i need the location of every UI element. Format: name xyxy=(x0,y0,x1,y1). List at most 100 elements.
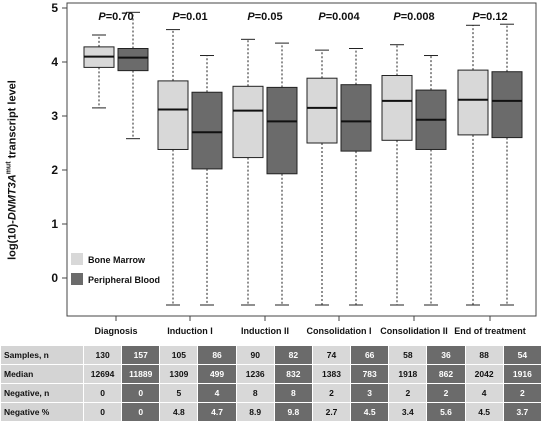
table-cell: 3 xyxy=(351,384,389,402)
table-row: Negative % 0 0 4.8 4.7 8.9 9.8 2.7 4.5 3.4 5.6 4.5 3… xyxy=(1,403,541,421)
p-value-number: =0.008 xyxy=(401,11,435,23)
box xyxy=(340,84,372,152)
table-cell: 130 xyxy=(84,346,122,364)
table-cell: 2 xyxy=(427,384,465,402)
p-value-label: P=0.12 xyxy=(472,11,507,23)
table-cell: 8 xyxy=(236,384,274,402)
p-value-label: P=0.70 xyxy=(98,11,133,23)
table-cell: 3.4 xyxy=(389,403,427,421)
x-tick-label: Induction II xyxy=(241,326,289,336)
table-cell: 0 xyxy=(84,384,122,402)
table-cell: 90 xyxy=(236,346,274,364)
table-cell: 0 xyxy=(84,403,122,421)
plot-frame xyxy=(66,2,537,317)
table-cell: 4.5 xyxy=(351,403,389,421)
table-cell: 1916 xyxy=(503,365,541,383)
legend-label: Peripheral Blood xyxy=(88,275,160,285)
y-tick-label: 0 xyxy=(51,271,58,285)
x-tick-label: Consolidation I xyxy=(307,326,372,336)
p-value-symbol: P xyxy=(318,11,326,23)
p-value-symbol: P xyxy=(247,11,255,23)
box xyxy=(232,85,264,159)
y-tick-label: 3 xyxy=(51,109,58,123)
table-cell: 0 xyxy=(122,403,160,421)
table-cell: 9.8 xyxy=(274,403,312,421)
box xyxy=(457,69,489,136)
table-cell: 832 xyxy=(274,365,312,383)
table-row-header: Samples, n xyxy=(1,346,83,364)
y-axis-label-wrap: log(10)-DNMT3Amut transcript level xyxy=(2,20,22,320)
p-value-label: P=0.008 xyxy=(393,11,434,23)
table-cell: 4 xyxy=(465,384,503,402)
y-tick-label: 5 xyxy=(51,1,58,15)
p-value-symbol: P xyxy=(472,11,480,23)
y-tick-label: 2 xyxy=(51,163,58,177)
table-cell: 8 xyxy=(274,384,312,402)
y-axis-label-pre: log(10)- xyxy=(6,220,19,260)
summary-table: Samples, n 130 157 105 86 90 82 74 66 58 36 88 54 Med… xyxy=(0,345,542,422)
p-value-symbol: P xyxy=(172,11,180,23)
box xyxy=(266,86,298,175)
x-tick-label: Consolidation II xyxy=(380,326,448,336)
table-cell: 86 xyxy=(198,346,236,364)
table-cell: 5 xyxy=(160,384,198,402)
table-cell: 2 xyxy=(312,384,351,402)
table-cell: 783 xyxy=(351,365,389,383)
box xyxy=(491,71,523,139)
table-cell: 12694 xyxy=(84,365,122,383)
box xyxy=(191,91,223,170)
table-cell: 8.9 xyxy=(236,403,274,421)
y-tick-label: 4 xyxy=(51,55,58,69)
p-value-symbol: P xyxy=(98,11,106,23)
table-cell: 0 xyxy=(122,384,160,402)
table-cell: 1236 xyxy=(236,365,274,383)
box xyxy=(381,75,413,141)
table-cell: 88 xyxy=(465,346,503,364)
table-cell: 11889 xyxy=(122,365,160,383)
box xyxy=(157,80,189,150)
table-cell: 54 xyxy=(503,346,541,364)
table-row-header: Negative, n xyxy=(1,384,83,402)
table-cell: 2 xyxy=(389,384,427,402)
table-row-header: Negative % xyxy=(1,403,83,421)
p-value-label: P=0.05 xyxy=(247,11,282,23)
table-cell: 4.7 xyxy=(198,403,236,421)
table-cell: 2 xyxy=(503,384,541,402)
table-cell: 66 xyxy=(351,346,389,364)
y-axis-label-gene: DNMT3A xyxy=(6,174,19,221)
x-tick-label: End of treatment xyxy=(454,326,526,336)
legend-swatch xyxy=(71,253,83,265)
table-cell: 1309 xyxy=(160,365,198,383)
table-cell: 862 xyxy=(427,365,465,383)
table-cell: 499 xyxy=(198,365,236,383)
p-value-label: P=0.01 xyxy=(172,11,207,23)
table-cell: 2042 xyxy=(465,365,503,383)
table-row: Median 12694 11889 1309 499 1236 832 1383 783 191… xyxy=(1,365,541,383)
table-cell: 4.8 xyxy=(160,403,198,421)
table-cell: 2.7 xyxy=(312,403,351,421)
table-cell: 4 xyxy=(198,384,236,402)
table-cell: 1383 xyxy=(312,365,351,383)
table-cell: 5.6 xyxy=(427,403,465,421)
p-value-number: =0.01 xyxy=(180,11,208,23)
p-value-label: P=0.004 xyxy=(318,11,360,23)
table-row: Samples, n 130 157 105 86 90 82 74 66 58 36 88 54 xyxy=(1,346,541,364)
table-cell: 3.7 xyxy=(503,403,541,421)
table-cell: 105 xyxy=(160,346,198,364)
x-tick-label: Induction I xyxy=(167,326,213,336)
table-cell: 74 xyxy=(312,346,351,364)
table-cell: 82 xyxy=(274,346,312,364)
x-tick-label: Diagnosis xyxy=(94,326,137,336)
table-cell: 1918 xyxy=(389,365,427,383)
table-cell: 58 xyxy=(389,346,427,364)
legend-swatch xyxy=(71,273,83,285)
p-value-symbol: P xyxy=(393,11,401,23)
box xyxy=(117,48,149,72)
table-row-header: Median xyxy=(1,365,83,383)
y-axis-label: log(10)-DNMT3Amut transcript level xyxy=(6,80,19,260)
table-cell: 157 xyxy=(122,346,160,364)
y-tick-label: 1 xyxy=(51,217,58,231)
table-cell: 36 xyxy=(427,346,465,364)
p-value-number: =0.12 xyxy=(480,11,508,23)
